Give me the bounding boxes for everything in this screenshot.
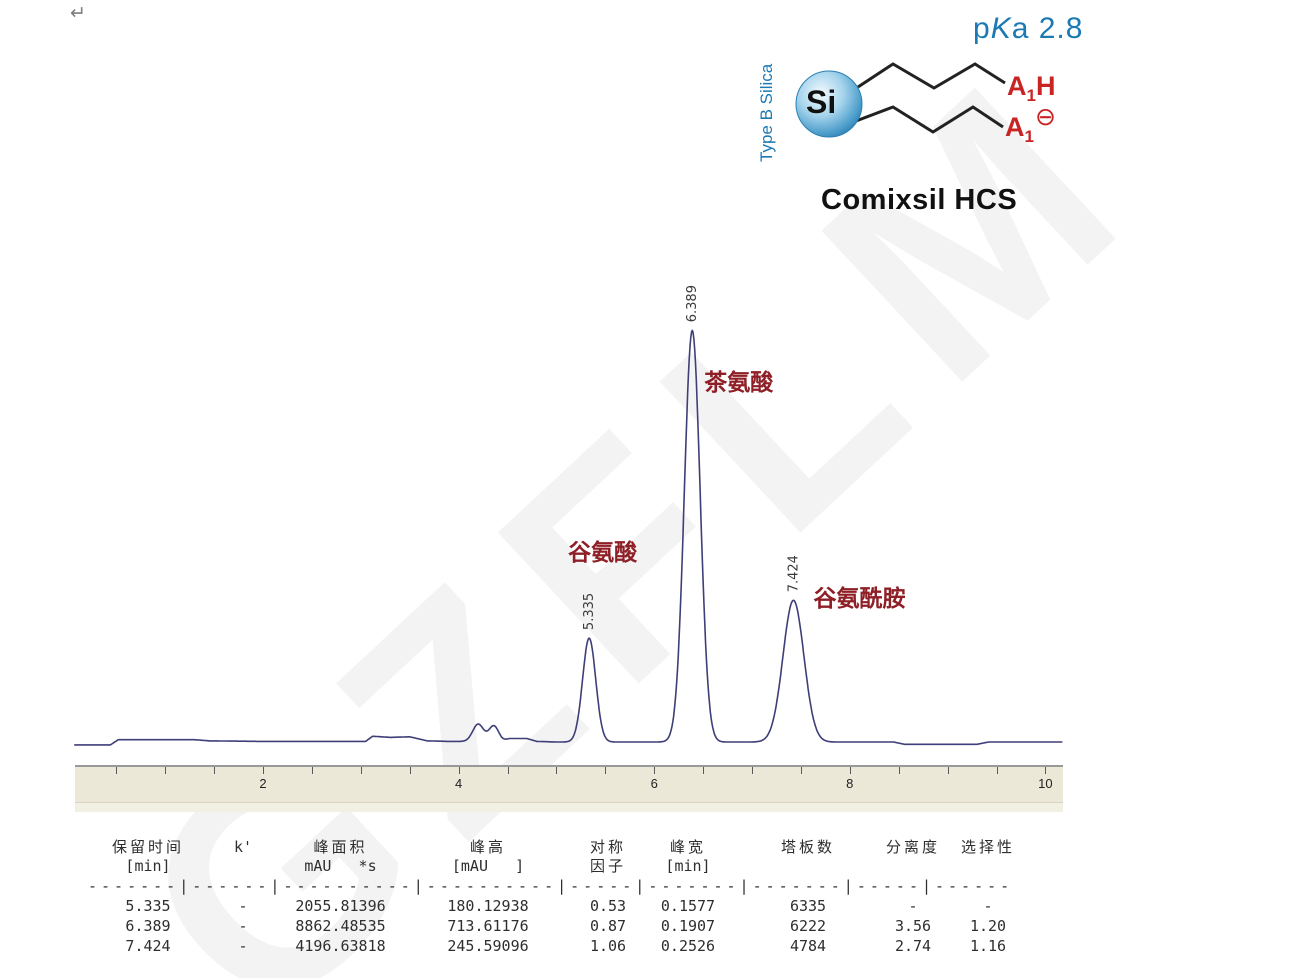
axis-tick-label: 4 [454, 776, 463, 791]
col-resolution: 分离度 [885, 838, 940, 856]
axis-tick [849, 767, 851, 774]
cell: - [238, 937, 248, 955]
table-separator-row: -------|------|----------|----------|---… [88, 876, 1033, 896]
cell: - [983, 897, 993, 915]
axis-tick [116, 767, 118, 774]
pka-rest: a 2.8 [1011, 12, 1084, 45]
cell: - [238, 917, 248, 935]
table-header-row: 保留时间 [min] k' 峰面积 mAU *s 峰高 [mAU ] 对称 因子 峰宽[… [88, 838, 1033, 876]
ligand-a1h-label: A1H [1007, 71, 1055, 106]
axis-tick [996, 767, 998, 774]
cell: 2.74 [894, 937, 932, 955]
return-icon: ↵ [70, 3, 86, 24]
minus-charge-icon: ⊖ [1034, 103, 1056, 131]
col-peak-height: 峰高 [mAU ] [451, 838, 525, 875]
cell: 4196.63818 [295, 937, 386, 955]
cell: 0.2526 [660, 937, 716, 955]
type-b-silica-label: Type B Silica [757, 63, 776, 162]
axis-tick [409, 767, 411, 774]
col-peak-width: 峰宽 [min] [665, 838, 711, 875]
axis-tick [165, 767, 167, 774]
axis-tick-label: 10 [1038, 776, 1053, 791]
cell: - [238, 897, 248, 915]
a1m-a: A [1005, 112, 1025, 142]
axis-tick [605, 767, 607, 774]
cell: 6.389 [125, 917, 171, 935]
peak-name-label: 谷氨酰胺 [813, 585, 906, 612]
col-selectivity: 选择性 [960, 838, 1015, 856]
cell: 6335 [789, 897, 827, 915]
axis-tick-label: 8 [846, 776, 854, 791]
table-row: 6.389 - 8862.48535 713.61176 0.87 0.1907… [88, 916, 1033, 936]
col-peak-area: 峰面积 mAU *s [304, 838, 377, 875]
axis-tick [556, 767, 558, 774]
si-atom-label: Si [806, 84, 837, 120]
cell: 0.1907 [660, 917, 716, 935]
cell: 7.424 [125, 937, 171, 955]
cell: 4784 [789, 937, 827, 955]
cell: 6222 [789, 917, 827, 935]
cell: 1.16 [969, 937, 1007, 955]
axis-tick-label: 2 [259, 776, 267, 791]
cell: 0.53 [589, 897, 627, 915]
cell: 713.61176 [447, 917, 529, 935]
axis-tick [703, 767, 705, 774]
col-plates: 塔板数 [780, 838, 835, 856]
axis-tick [263, 767, 264, 774]
table-row: 5.335 - 2055.81396 180.12938 0.53 0.1577… [88, 896, 1033, 916]
peak-name-label: 茶氨酸 [704, 369, 774, 396]
cell: 2055.81396 [295, 897, 386, 915]
column-name-label: Comixsil HCS [821, 184, 1018, 216]
axis-tick [752, 767, 753, 774]
axis-tick [214, 767, 216, 774]
cell: 8862.48535 [295, 917, 386, 935]
cell: 0.1577 [660, 897, 716, 915]
col-k-prime: k' [233, 838, 253, 856]
cell: 245.59096 [447, 937, 529, 955]
results-table: 保留时间 [min] k' 峰面积 mAU *s 峰高 [mAU ] 对称 因子 峰宽[… [88, 838, 1033, 956]
axis-tick [507, 767, 509, 774]
a1h-h: H [1035, 71, 1056, 101]
cell: - [908, 897, 918, 915]
pka-p: p [973, 12, 991, 45]
axis-tick [654, 767, 656, 774]
cell: 180.12938 [447, 897, 529, 915]
axis-tick [311, 767, 313, 774]
a1h-a: A [1007, 71, 1027, 101]
pka-value: pKa 2.8 [973, 12, 1083, 46]
x-axis-substrip [75, 803, 1063, 812]
pka-k: K [990, 12, 1012, 45]
axis-tick [360, 767, 362, 774]
a1m-sub: 1 [1024, 127, 1034, 146]
axis-tick [898, 767, 900, 774]
col-retention-time: 保留时间 [min] [111, 838, 184, 875]
cell: 5.335 [125, 897, 171, 915]
cell: 3.56 [894, 917, 932, 935]
peak-name-label: 谷氨酸 [568, 539, 638, 566]
axis-tick [800, 767, 802, 774]
axis-tick-label: 6 [650, 776, 658, 791]
separator-line: -------|------|----------|----------|---… [88, 877, 1014, 895]
axis-tick [1045, 767, 1047, 774]
x-axis-strip: 2 4 6 8 10 [75, 765, 1063, 803]
cell: 1.06 [589, 937, 627, 955]
a1h-sub: 1 [1026, 86, 1036, 105]
axis-tick [947, 767, 949, 774]
cell: 1.20 [969, 917, 1007, 935]
cell: 0.87 [589, 917, 627, 935]
ligand-a1-anion-label: A1⊖ [1005, 103, 1056, 147]
table-row: 7.424 - 4196.63818 245.59096 1.06 0.2526… [88, 936, 1033, 956]
axis-tick [458, 767, 460, 774]
col-symmetry: 对称 因子 [589, 838, 626, 875]
